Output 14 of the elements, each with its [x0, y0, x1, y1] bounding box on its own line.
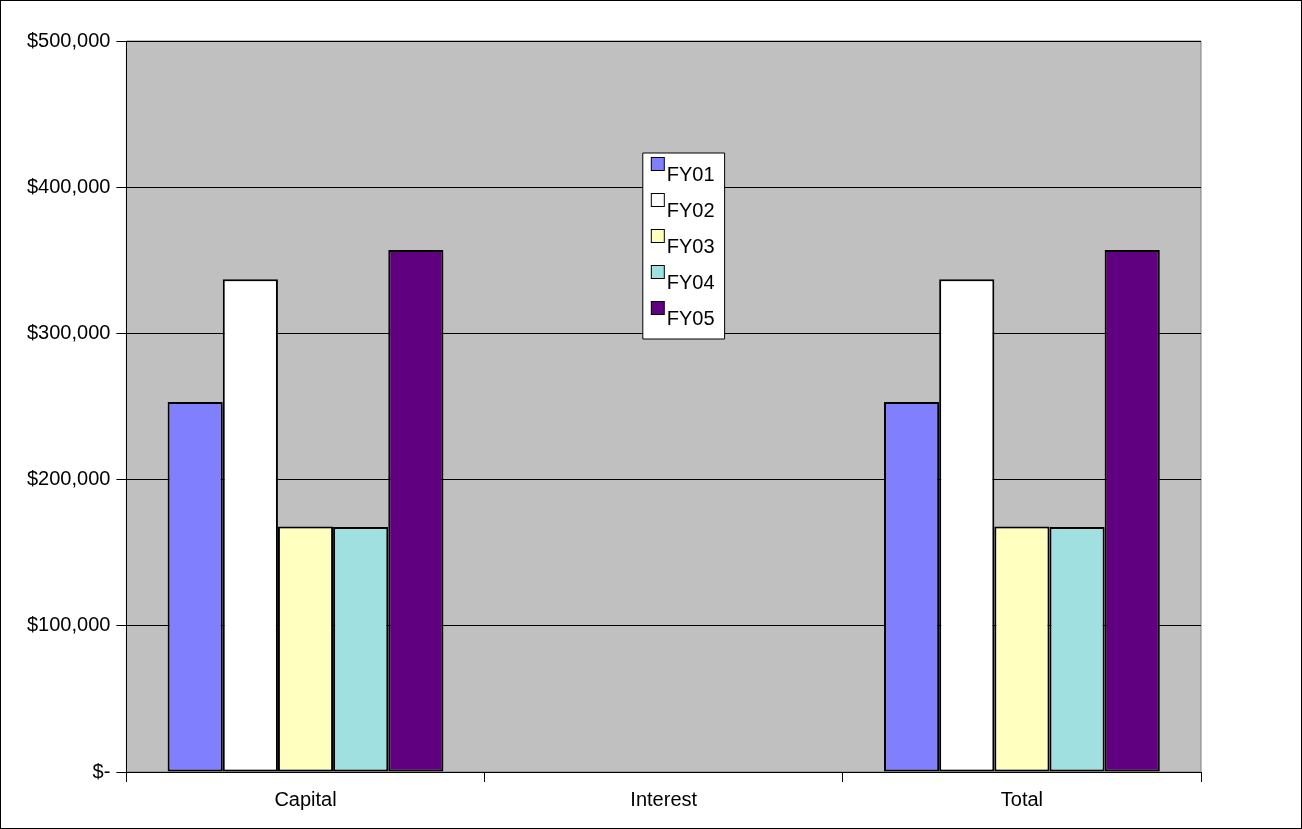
y-tick-label: $- — [92, 759, 111, 782]
x-tick-label: Capital — [274, 787, 337, 810]
y-tick-label: $300,000 — [27, 320, 111, 343]
y-tick-label: $500,000 — [27, 28, 111, 51]
legend-label: FY05 — [666, 306, 715, 329]
legend-label: FY02 — [666, 198, 715, 221]
x-tick-label: Total — [1000, 787, 1044, 810]
legend-label: FY01 — [666, 162, 715, 185]
y-tick-label: $400,000 — [27, 174, 111, 197]
y-tick-label: $100,000 — [27, 613, 111, 636]
x-tick-label: Interest — [630, 787, 698, 810]
legend-label: FY03 — [666, 234, 715, 257]
y-tick-label: $200,000 — [27, 467, 111, 490]
legend-label: FY04 — [666, 270, 715, 293]
